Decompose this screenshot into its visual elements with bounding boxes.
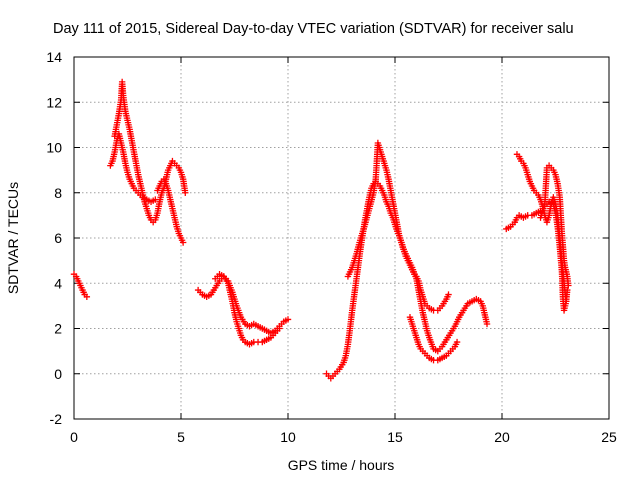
x-tick-label: 0 — [70, 429, 78, 445]
data-point — [445, 291, 452, 298]
series-arc6 — [212, 271, 283, 348]
series-arc12 — [537, 162, 572, 289]
y-tick-label: 12 — [46, 94, 62, 110]
data-point — [453, 338, 461, 346]
data-point — [182, 189, 189, 196]
data-point — [179, 239, 187, 246]
y-tick-label: 10 — [46, 140, 62, 156]
series-arc4 — [154, 175, 187, 246]
chart-title: Day 111 of 2015, Sidereal Day-to-day VTE… — [53, 21, 574, 37]
y-tick-label: -2 — [50, 411, 63, 427]
series-arc3 — [111, 78, 189, 226]
data-point — [83, 293, 91, 301]
y-tick-label: 2 — [54, 321, 62, 337]
y-tick-label: 14 — [46, 49, 62, 65]
y-tick-labels: -2 0 2 4 6 8 10 12 14 — [46, 49, 62, 427]
data-point — [483, 320, 491, 328]
x-tick-label: 15 — [387, 429, 403, 445]
data-point — [284, 316, 292, 323]
x-tick-label: 25 — [601, 429, 617, 445]
data-point — [565, 282, 572, 289]
y-tick-label: 0 — [54, 366, 62, 382]
y-axis-label: SDTVAR / TECUs — [5, 182, 21, 294]
series-arc1 — [70, 271, 91, 301]
x-tick-labels: 0 5 10 15 20 25 — [70, 429, 617, 445]
x-axis-label: GPS time / hours — [288, 457, 395, 473]
x-tick-label: 5 — [177, 429, 185, 445]
axis-ticks — [73, 56, 610, 420]
x-tick-label: 20 — [494, 429, 510, 445]
series-arc5 — [194, 273, 292, 337]
x-tick-label: 10 — [280, 429, 296, 445]
data-point — [563, 298, 570, 305]
series-arc7 — [323, 178, 452, 382]
y-tick-label: 6 — [54, 230, 62, 246]
series-arc9 — [406, 313, 461, 364]
data-point — [276, 325, 283, 332]
y-tick-label: 4 — [54, 275, 62, 291]
y-tick-label: 8 — [54, 185, 62, 201]
series-arc8 — [344, 139, 491, 355]
data-points — [70, 78, 572, 382]
